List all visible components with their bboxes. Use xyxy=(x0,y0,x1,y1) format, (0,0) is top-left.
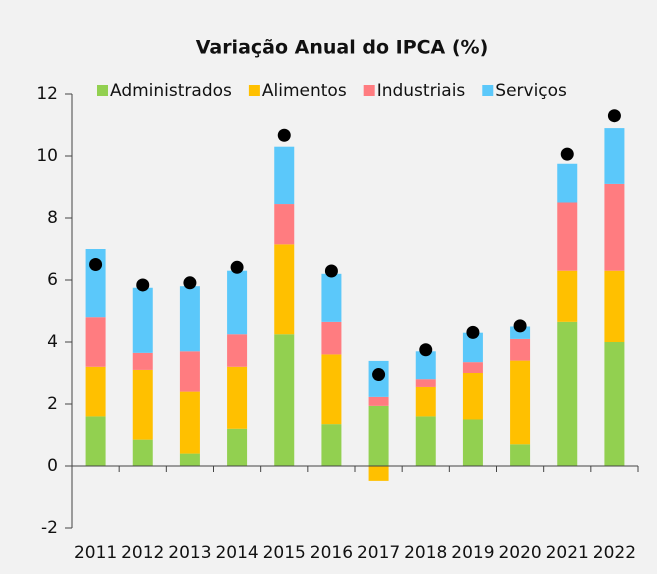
bar-segment xyxy=(510,338,531,361)
bar-segment xyxy=(321,273,342,322)
y-tick-label: 12 xyxy=(36,84,58,104)
total-marker xyxy=(466,325,480,339)
x-tick-label: 2019 xyxy=(451,543,494,563)
x-tick-label: 2011 xyxy=(74,543,117,563)
bar-segment xyxy=(85,366,106,417)
total-marker xyxy=(372,368,386,382)
bar-segment xyxy=(462,419,483,466)
bar-segment xyxy=(227,366,248,429)
bar-segment xyxy=(85,416,106,466)
bar-segment xyxy=(604,342,625,466)
bar-segment xyxy=(85,317,106,367)
total-marker xyxy=(419,343,433,357)
legend-swatch xyxy=(248,85,260,96)
bar-segment xyxy=(557,163,578,203)
bar-segment xyxy=(415,386,436,417)
x-tick-label: 2021 xyxy=(546,543,589,563)
bar-segment xyxy=(321,321,342,355)
bar-segment xyxy=(132,439,153,466)
total-marker xyxy=(230,260,244,274)
chart-title: Variação Anual do IPCA (%) xyxy=(196,37,489,59)
x-tick-label: 2015 xyxy=(263,543,306,563)
bar-segment xyxy=(179,286,200,352)
x-tick-label: 2022 xyxy=(593,543,636,563)
bar-segment xyxy=(557,321,578,466)
bar-segment xyxy=(321,424,342,466)
bar-segment xyxy=(132,369,153,440)
total-marker xyxy=(513,319,527,333)
legend-label: Alimentos xyxy=(262,81,347,101)
x-tick-label: 2012 xyxy=(121,543,164,563)
bar-segment xyxy=(368,466,389,481)
legend-swatch xyxy=(97,85,108,96)
bar-segment xyxy=(415,416,436,466)
bar-segment xyxy=(179,391,200,454)
bar-segment xyxy=(462,373,483,420)
total-marker xyxy=(607,109,621,123)
bar-segment xyxy=(227,334,248,367)
legend-label: Serviços xyxy=(495,81,567,101)
bar-segment xyxy=(274,204,295,245)
bar-segment xyxy=(604,128,625,184)
x-tick-label: 2014 xyxy=(215,543,258,563)
legend-swatch xyxy=(363,85,375,96)
y-tick-label: 4 xyxy=(47,332,58,352)
legend-swatch xyxy=(482,85,494,96)
x-tick-label: 2017 xyxy=(357,543,400,563)
bar-segment xyxy=(415,379,436,387)
bar-segment xyxy=(227,428,248,466)
bar-segment xyxy=(510,360,531,445)
total-marker xyxy=(183,276,197,290)
legend-label: Industriais xyxy=(377,81,466,101)
bar-segment xyxy=(604,270,625,342)
bar-segment xyxy=(179,453,200,466)
bar-segment xyxy=(132,352,153,370)
x-tick-label: 2020 xyxy=(498,543,541,563)
bar-segment xyxy=(274,334,295,466)
bar-segment xyxy=(557,270,578,322)
x-tick-label: 2016 xyxy=(310,543,353,563)
bar-segment xyxy=(227,270,248,335)
total-marker xyxy=(89,258,103,271)
y-tick-label: 0 xyxy=(47,456,58,476)
x-tick-label: 2013 xyxy=(168,543,211,563)
y-tick-label: 8 xyxy=(47,208,58,228)
bar-segment xyxy=(604,183,625,271)
y-tick-label: 6 xyxy=(47,270,58,290)
total-marker xyxy=(560,147,574,161)
bar-segment xyxy=(557,202,578,271)
legend-label: Administrados xyxy=(110,81,232,101)
bar-segment xyxy=(274,146,295,205)
bar-segment xyxy=(321,354,342,425)
bar-segment xyxy=(274,244,295,335)
bar-segment xyxy=(462,362,483,373)
bar-segment xyxy=(179,351,200,392)
bar-segment xyxy=(510,444,531,466)
bar-segment xyxy=(368,396,389,406)
bar-segment xyxy=(132,287,153,353)
bar-segment xyxy=(368,405,389,466)
bar-segment xyxy=(415,351,436,380)
total-marker xyxy=(277,128,291,142)
y-tick-label: -2 xyxy=(41,518,58,538)
x-tick-label: 2018 xyxy=(404,543,447,563)
y-tick-label: 10 xyxy=(36,146,58,166)
total-marker xyxy=(136,278,150,292)
y-tick-label: 2 xyxy=(47,394,58,414)
total-marker xyxy=(324,264,338,278)
bar-segment xyxy=(462,332,483,363)
